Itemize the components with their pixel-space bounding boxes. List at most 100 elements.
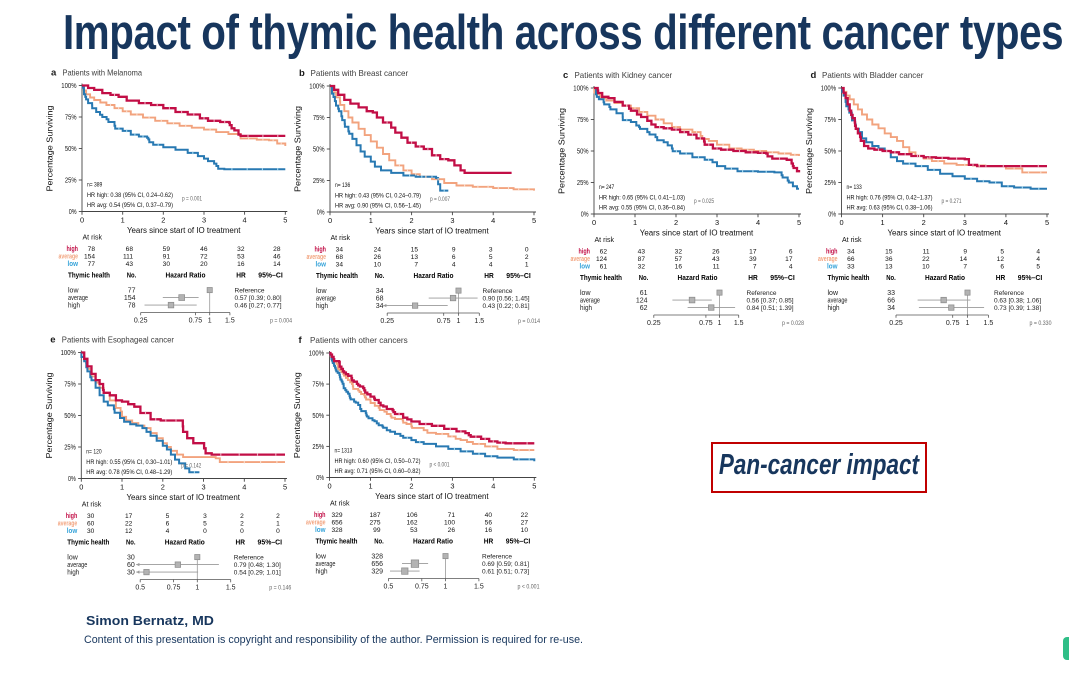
svg-text:No.: No. bbox=[639, 273, 649, 282]
svg-text:Patients with Melanoma: Patients with Melanoma bbox=[63, 69, 143, 78]
svg-text:4: 4 bbox=[166, 528, 170, 535]
svg-text:10: 10 bbox=[521, 527, 529, 534]
svg-text:No.: No. bbox=[374, 537, 384, 546]
svg-text:11: 11 bbox=[713, 264, 720, 271]
svg-text:HR high: 0.43 (95% CI, 0.24–0.: HR high: 0.43 (95% CI, 0.24–0.79) bbox=[335, 193, 421, 200]
svg-text:75%: 75% bbox=[313, 113, 325, 122]
svg-text:At risk: At risk bbox=[331, 233, 351, 242]
svg-text:p = 0.025: p = 0.025 bbox=[694, 198, 714, 205]
svg-text:11: 11 bbox=[923, 249, 930, 256]
svg-text:5: 5 bbox=[1000, 249, 1004, 256]
svg-text:1: 1 bbox=[195, 585, 199, 592]
svg-text:59: 59 bbox=[163, 246, 171, 253]
svg-text:5: 5 bbox=[283, 483, 287, 492]
svg-text:50%: 50% bbox=[312, 411, 324, 420]
svg-text:187: 187 bbox=[369, 512, 380, 519]
svg-text:Percentage Surviving: Percentage Surviving bbox=[805, 108, 814, 194]
svg-text:Years since start of IO treatm: Years since start of IO treatment bbox=[126, 493, 240, 502]
svg-text:275: 275 bbox=[369, 520, 380, 527]
svg-text:329: 329 bbox=[371, 569, 383, 576]
svg-text:Years since start of IO treatm: Years since start of IO treatment bbox=[887, 229, 1001, 238]
svg-text:3: 3 bbox=[450, 216, 454, 225]
svg-text:50%: 50% bbox=[577, 147, 589, 156]
svg-text:0%: 0% bbox=[317, 208, 325, 217]
svg-text:9: 9 bbox=[452, 247, 456, 254]
svg-text:328: 328 bbox=[371, 554, 383, 561]
svg-text:95%–CI: 95%–CI bbox=[1018, 273, 1043, 282]
svg-text:17: 17 bbox=[125, 513, 133, 520]
svg-text:2: 2 bbox=[525, 254, 529, 261]
svg-text:low: low bbox=[580, 290, 591, 297]
svg-text:low: low bbox=[315, 527, 326, 534]
svg-text:Patients with other cancers: Patients with other cancers bbox=[310, 336, 408, 345]
svg-text:5: 5 bbox=[1036, 264, 1040, 271]
svg-text:25%: 25% bbox=[313, 176, 325, 185]
svg-text:14: 14 bbox=[273, 261, 281, 268]
svg-text:95%–CI: 95%–CI bbox=[770, 273, 795, 282]
svg-text:0%: 0% bbox=[581, 210, 589, 219]
svg-text:56: 56 bbox=[485, 520, 493, 527]
svg-text:0: 0 bbox=[80, 216, 84, 225]
svg-text:24: 24 bbox=[374, 247, 382, 254]
svg-text:high: high bbox=[316, 569, 328, 576]
svg-text:No.: No. bbox=[375, 271, 385, 280]
svg-text:1.5: 1.5 bbox=[226, 585, 236, 592]
svg-text:0: 0 bbox=[276, 528, 280, 535]
svg-text:25%: 25% bbox=[824, 178, 836, 187]
svg-text:39: 39 bbox=[749, 256, 757, 263]
svg-text:Percentage Surviving: Percentage Surviving bbox=[558, 108, 567, 194]
svg-text:p = 0.028: p = 0.028 bbox=[782, 320, 804, 327]
svg-text:HR avg: 0.78 (95% CI, 0.48–1.2: HR avg: 0.78 (95% CI, 0.48–1.29) bbox=[86, 469, 172, 476]
svg-text:0.79 [0.48; 1.30]: 0.79 [0.48; 1.30] bbox=[234, 562, 281, 569]
svg-text:99: 99 bbox=[373, 527, 381, 534]
svg-text:Thymic health: Thymic health bbox=[580, 273, 622, 282]
svg-text:30: 30 bbox=[127, 570, 135, 577]
svg-text:4: 4 bbox=[789, 264, 793, 271]
svg-text:6: 6 bbox=[789, 249, 793, 256]
svg-text:62: 62 bbox=[600, 249, 608, 256]
svg-text:33: 33 bbox=[847, 264, 855, 271]
svg-text:HR: HR bbox=[236, 271, 246, 280]
svg-text:36: 36 bbox=[885, 256, 893, 263]
svg-text:2: 2 bbox=[240, 521, 244, 528]
svg-text:Thymic health: Thymic health bbox=[67, 538, 109, 547]
svg-text:3: 3 bbox=[203, 513, 207, 520]
svg-text:43: 43 bbox=[638, 249, 646, 256]
svg-text:0%: 0% bbox=[68, 474, 76, 483]
svg-text:77: 77 bbox=[128, 288, 136, 295]
svg-text:4: 4 bbox=[452, 262, 456, 269]
svg-text:low: low bbox=[68, 261, 79, 268]
svg-text:12: 12 bbox=[125, 528, 133, 535]
svg-text:Thymic health: Thymic health bbox=[68, 271, 110, 280]
svg-text:high: high bbox=[66, 513, 78, 520]
svg-text:60: 60 bbox=[87, 521, 95, 528]
svg-text:5: 5 bbox=[1045, 218, 1049, 227]
svg-text:Percentage Surviving: Percentage Surviving bbox=[46, 106, 55, 192]
svg-text:0: 0 bbox=[839, 218, 843, 227]
svg-text:0.75: 0.75 bbox=[946, 320, 960, 327]
svg-text:high: high bbox=[316, 303, 328, 310]
svg-text:1.5: 1.5 bbox=[225, 318, 235, 325]
svg-text:17: 17 bbox=[785, 256, 793, 263]
svg-text:0: 0 bbox=[525, 247, 529, 254]
svg-text:1: 1 bbox=[633, 218, 637, 227]
svg-text:average: average bbox=[67, 562, 87, 569]
svg-text:n= 1313: n= 1313 bbox=[335, 448, 353, 455]
svg-text:2: 2 bbox=[240, 513, 244, 520]
svg-text:9: 9 bbox=[963, 249, 967, 256]
svg-text:34: 34 bbox=[336, 262, 344, 269]
svg-text:Patients with Esophageal cance: Patients with Esophageal cancer bbox=[62, 336, 174, 345]
svg-text:15: 15 bbox=[411, 247, 419, 254]
svg-text:13: 13 bbox=[885, 264, 893, 271]
svg-text:high: high bbox=[826, 249, 838, 256]
svg-text:154: 154 bbox=[124, 295, 136, 302]
svg-text:5: 5 bbox=[283, 216, 287, 225]
svg-text:13: 13 bbox=[411, 254, 419, 261]
svg-text:Patients with Kidney cancer: Patients with Kidney cancer bbox=[575, 71, 673, 80]
svg-text:Patients with Bladder cancer: Patients with Bladder cancer bbox=[822, 71, 924, 80]
svg-text:low: low bbox=[316, 554, 327, 561]
svg-text:0%: 0% bbox=[828, 210, 836, 219]
svg-text:0.46 [0.27; 0.77]: 0.46 [0.27; 0.77] bbox=[235, 303, 282, 310]
svg-text:low: low bbox=[316, 288, 327, 295]
svg-text:91: 91 bbox=[163, 254, 171, 261]
